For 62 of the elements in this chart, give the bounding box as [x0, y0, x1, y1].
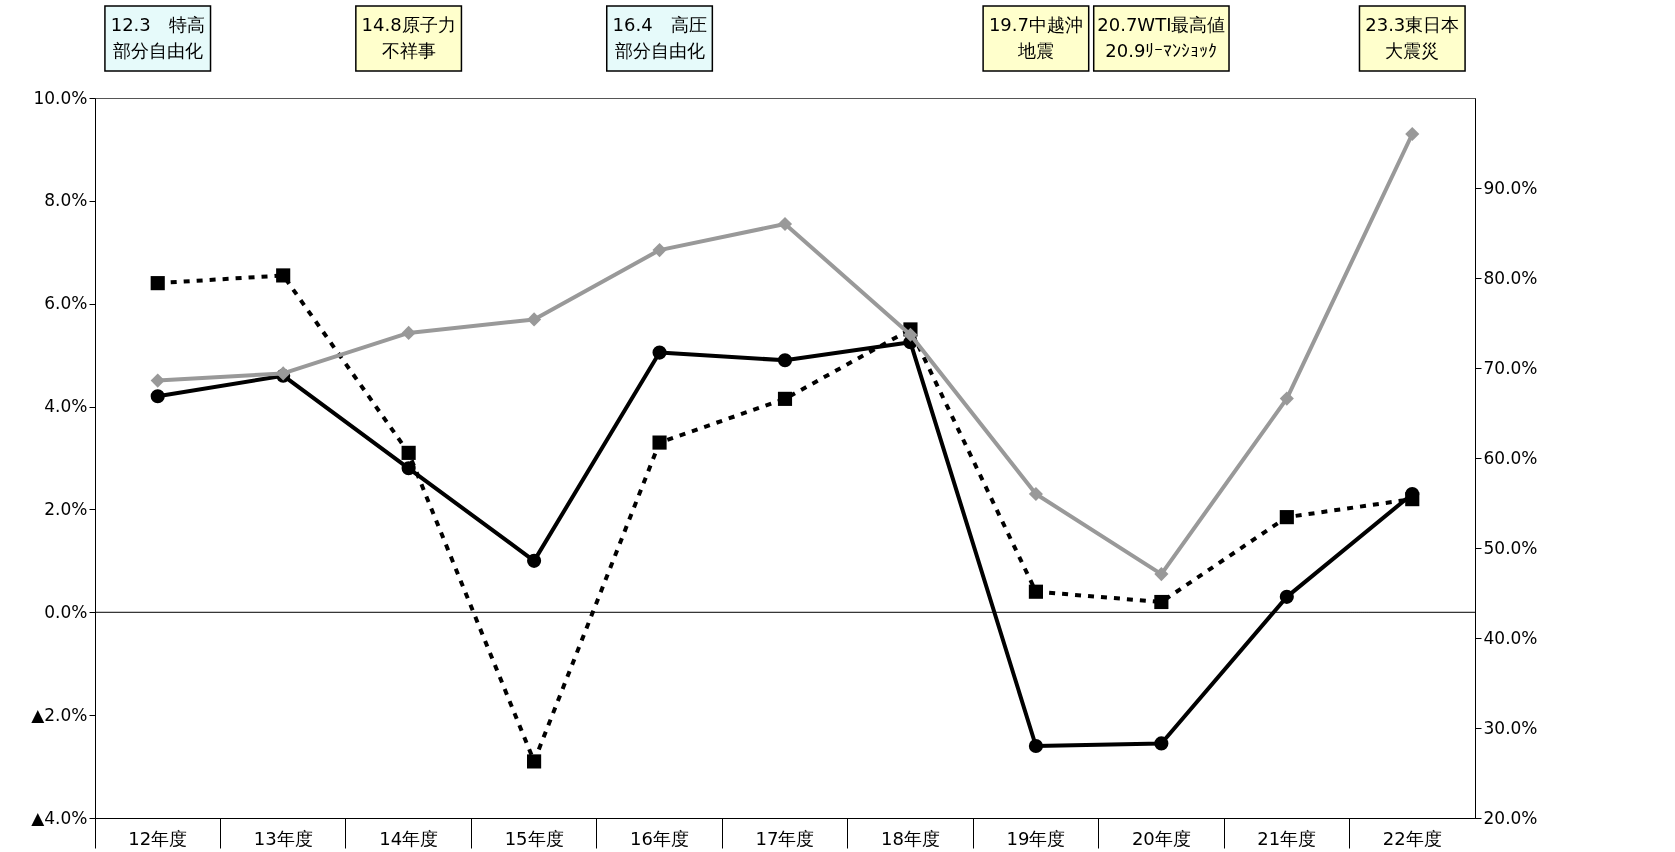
text: 20.7WTI最高値 [1097, 14, 1226, 35]
point [777, 353, 793, 368]
point [1405, 126, 1420, 142]
text: 19.7中越沖地震 [988, 14, 1083, 61]
x-tick-label: 21年度 [1257, 827, 1317, 849]
text: 12.3 特高部分自由化 [110, 14, 205, 61]
point [1405, 492, 1420, 507]
point [1154, 594, 1169, 610]
y2-tick-label: 70.0% [1483, 357, 1538, 378]
x-tick-label: 14年度 [379, 827, 439, 849]
point [150, 373, 165, 388]
point [1279, 391, 1294, 406]
point [527, 312, 542, 327]
y-tick-label: 6.0% [44, 293, 88, 314]
y2-tick-label: 80.0% [1483, 267, 1538, 288]
point [1154, 567, 1169, 582]
point [276, 268, 291, 283]
x-tick-label: 18年度 [881, 827, 940, 849]
text: 16.4 高圧部分自由化 [612, 14, 707, 61]
y2-tick-label: 20.0% [1483, 807, 1538, 828]
text: 14.8原子力不祥事 [361, 14, 456, 61]
text: 20.9ﾘｰﾏﾝｼｮｯｸ [1105, 40, 1218, 61]
y2-tick-label: 30.0% [1483, 717, 1538, 738]
x-tick-label: 17年度 [755, 827, 815, 849]
point [1028, 486, 1043, 502]
y2-tick-label: 40.0% [1483, 627, 1538, 648]
point [652, 435, 667, 450]
point [401, 325, 416, 340]
point [1028, 584, 1043, 599]
point [1279, 510, 1294, 525]
point [150, 276, 165, 291]
point [777, 216, 793, 232]
y-tick-label: 10.0% [33, 87, 88, 108]
point [527, 553, 542, 568]
y-tick-label: 4.0% [44, 396, 88, 417]
x-tick-label: 20年度 [1131, 827, 1191, 849]
y2-tick-label: 60.0% [1483, 447, 1538, 468]
point [777, 391, 793, 406]
y2-tick-label: 90.0% [1483, 177, 1538, 198]
y-tick-label: 8.0% [44, 190, 88, 211]
point [652, 243, 667, 258]
x-tick-label: 12年度 [128, 827, 188, 849]
y-tick-label: ▲4.0% [31, 807, 88, 828]
x-tick-label: 16年度 [630, 827, 689, 849]
x-tick-label: 13年度 [253, 827, 313, 849]
x-tick-label: 19年度 [1006, 827, 1066, 849]
point [1028, 738, 1043, 754]
y-tick-label: ▲2.0% [31, 704, 88, 725]
text: 23.3東日本大震災 [1365, 14, 1460, 61]
y-tick-label: 2.0% [44, 498, 88, 519]
x-tick-label: 15年度 [504, 827, 564, 849]
point [1279, 589, 1294, 604]
point [401, 461, 416, 476]
point [903, 327, 918, 342]
point [652, 345, 667, 360]
y-tick-label: 0.0% [44, 601, 88, 622]
y2-tick-label: 50.0% [1483, 537, 1538, 558]
point [401, 445, 416, 460]
point [1154, 736, 1169, 751]
point [527, 754, 542, 769]
x-tick-label: 22年度 [1382, 827, 1442, 849]
point [150, 389, 165, 404]
